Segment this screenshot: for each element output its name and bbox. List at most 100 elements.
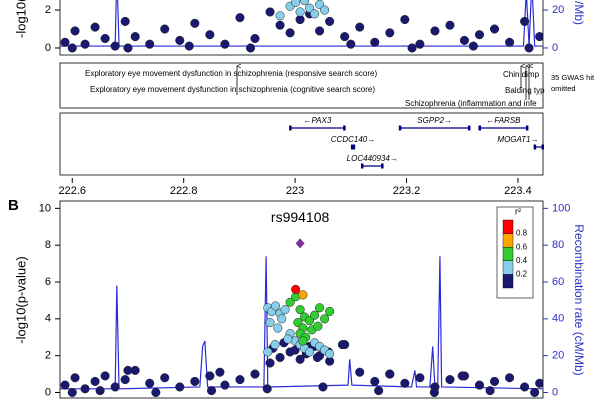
snp-point: [325, 349, 335, 359]
x-tick-label: 222.6: [58, 185, 86, 197]
snp-point: [95, 386, 105, 396]
legend-swatch: [502, 274, 514, 289]
snp-point: [505, 37, 515, 47]
gene-label: LOC440934→: [347, 154, 398, 163]
snp-point: [524, 43, 534, 53]
snp-point: [70, 373, 80, 383]
snp-point: [295, 305, 305, 315]
y2-tick-label: 40: [552, 313, 564, 325]
snp-point: [60, 37, 70, 47]
gene-exon: [541, 144, 544, 150]
y-tick-label: 4: [45, 313, 51, 325]
snp-point: [445, 375, 455, 385]
snp-point: [337, 340, 347, 350]
legend-swatch: [502, 246, 514, 261]
snp-point: [271, 301, 281, 311]
snp-point: [280, 305, 290, 315]
legend-swatch: [502, 233, 514, 248]
snp-point: [520, 16, 530, 26]
gwas-note: 35 GWAS hit: [551, 73, 595, 82]
gene-label: CCDC140→: [331, 135, 375, 144]
snp-point: [80, 39, 90, 49]
snp-point: [305, 347, 315, 357]
snp-point: [120, 375, 130, 385]
snp-point: [80, 384, 90, 394]
snp-point: [315, 26, 325, 36]
gwas-box: [59, 62, 544, 109]
gwas-label: Schizophrenia (inflammation and infe: [405, 99, 537, 108]
legend-tick-label: 0.2: [516, 270, 528, 279]
snp-point: [315, 303, 325, 313]
snp-point: [265, 7, 275, 17]
snp-point: [190, 376, 200, 386]
y2-axis-label: Recombination rate (cM/Mb): [572, 0, 586, 25]
snp-point: [184, 41, 194, 51]
legend-title: r²: [515, 206, 521, 216]
snp-point: [320, 314, 330, 324]
y-tick-label: 8: [45, 239, 51, 251]
y2-tick-label: 80: [552, 239, 564, 251]
y-tick-label: 2: [45, 4, 51, 16]
gene-exon: [360, 163, 364, 169]
y2-tick-label: 60: [552, 276, 564, 288]
y2-tick-label: 0: [552, 386, 558, 398]
snp-point: [245, 43, 256, 53]
snp-point: [145, 378, 155, 388]
plot-area: [60, 0, 543, 53]
snp-point: [520, 382, 530, 392]
snp-point: [312, 352, 322, 363]
lead-snp-label: rs994108: [271, 209, 330, 225]
snp-point: [407, 43, 417, 53]
y-tick-label: 2: [45, 350, 51, 362]
snp-point: [190, 18, 200, 28]
snp-point: [430, 26, 440, 36]
gene-exon: [398, 125, 402, 131]
snp-point: [123, 43, 133, 53]
snp-point: [474, 380, 485, 390]
snp-point: [130, 32, 140, 42]
gwas-label: Exploratory eye movement dysfunction in …: [90, 85, 375, 94]
gene-exon: [289, 125, 292, 131]
gene-exon: [467, 125, 471, 131]
snp-point: [215, 367, 225, 377]
snp-point: [445, 20, 455, 30]
snp-point: [275, 11, 285, 21]
snp-point: [250, 33, 260, 44]
lead-snp: [295, 238, 305, 249]
snp-point: [459, 35, 469, 45]
legend-tick-label: 0.4: [516, 256, 528, 265]
y2-axis-label: Recombination rate (cM/Mb): [572, 224, 586, 375]
snp-point: [315, 0, 325, 9]
snp-point: [295, 14, 305, 25]
snp-point: [123, 365, 133, 375]
x-tick-label: 223.2: [393, 185, 421, 197]
gene-label: SGPP2→: [417, 116, 452, 125]
y2-tick-label: 100: [552, 202, 570, 214]
gene-label: MOGAT1→: [497, 135, 538, 144]
y2-tick-label: 20: [552, 350, 564, 362]
snp-point: [265, 358, 275, 368]
snp-point: [370, 37, 380, 47]
snp-point: [313, 321, 323, 331]
y-tick-label: 0: [45, 42, 51, 54]
snp-point: [340, 32, 350, 42]
snp-point: [474, 30, 485, 40]
snp-point: [415, 39, 425, 49]
snp-point: [318, 382, 328, 392]
snp-point: [298, 336, 308, 346]
snp-point: [485, 386, 495, 396]
gwas-label: Balding typ: [505, 86, 545, 95]
snp-point: [305, 3, 315, 13]
snp-point: [175, 35, 185, 45]
plot-frame: [59, 0, 544, 56]
snp-point: [370, 376, 380, 386]
snp-point: [374, 386, 384, 396]
snp-point: [505, 373, 515, 383]
snp-point: [400, 378, 410, 388]
gene-exon: [352, 144, 356, 150]
y-axis-label: -log10(p-value): [13, 0, 28, 38]
x-tick-label: 223: [286, 185, 304, 197]
snp-point: [250, 369, 260, 379]
y2-tick-label: 0: [552, 42, 558, 54]
snp-point: [310, 9, 320, 19]
